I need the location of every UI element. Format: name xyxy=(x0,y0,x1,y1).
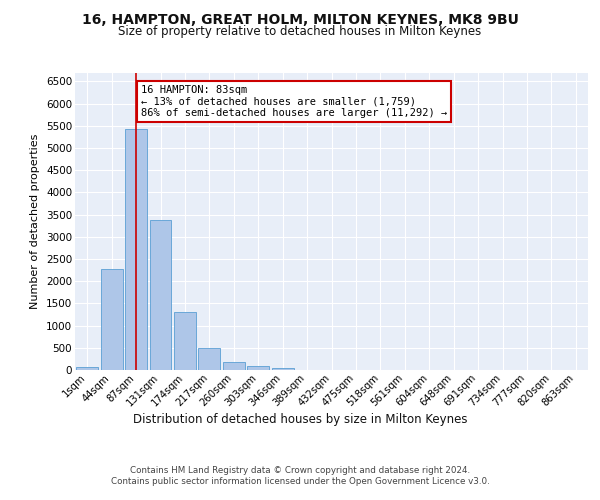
Bar xyxy=(149,220,172,370)
Bar xyxy=(223,362,245,370)
Y-axis label: Number of detached properties: Number of detached properties xyxy=(31,134,40,309)
Bar xyxy=(247,366,269,370)
Bar xyxy=(174,312,196,370)
Text: 16 HAMPTON: 83sqm
← 13% of detached houses are smaller (1,759)
86% of semi-detac: 16 HAMPTON: 83sqm ← 13% of detached hous… xyxy=(141,85,447,118)
Text: Size of property relative to detached houses in Milton Keynes: Size of property relative to detached ho… xyxy=(118,25,482,38)
Text: Contains public sector information licensed under the Open Government Licence v3: Contains public sector information licen… xyxy=(110,478,490,486)
Bar xyxy=(101,269,122,370)
Text: Contains HM Land Registry data © Crown copyright and database right 2024.: Contains HM Land Registry data © Crown c… xyxy=(130,466,470,475)
Text: 16, HAMPTON, GREAT HOLM, MILTON KEYNES, MK8 9BU: 16, HAMPTON, GREAT HOLM, MILTON KEYNES, … xyxy=(82,12,518,26)
Bar xyxy=(199,348,220,370)
Text: Distribution of detached houses by size in Milton Keynes: Distribution of detached houses by size … xyxy=(133,412,467,426)
Bar xyxy=(76,367,98,370)
Bar xyxy=(125,129,147,370)
Bar xyxy=(272,368,293,370)
